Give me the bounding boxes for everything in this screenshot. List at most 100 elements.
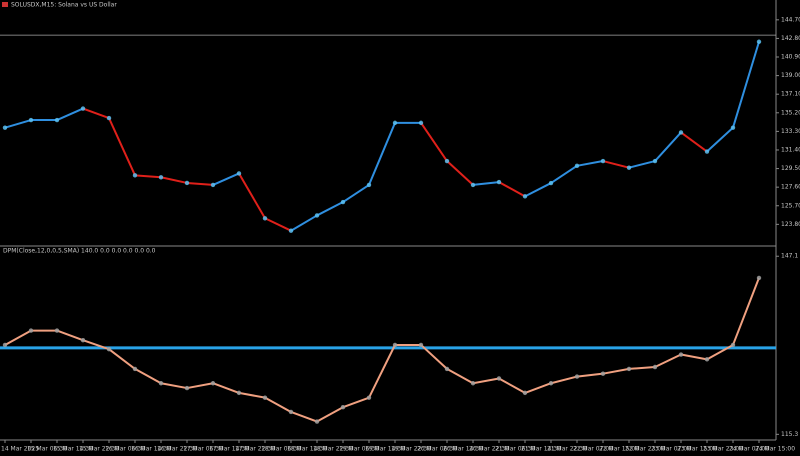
line-segment (290, 411, 318, 423)
y-tick-label: 142.80 (781, 35, 800, 42)
point (54, 328, 60, 333)
x-tick-label: 21 Mar 06:30 (495, 446, 535, 453)
x-tick-label: 18 Mar 14:30 (287, 446, 327, 453)
point (496, 376, 502, 381)
line-segment (108, 117, 136, 176)
x-tick-label: 21 Mar 14:30 (521, 446, 561, 453)
line-segment (264, 396, 292, 413)
line-segment (4, 119, 32, 129)
line-segment (654, 353, 682, 368)
line-segment (186, 382, 214, 390)
line-segment (342, 396, 370, 409)
x-tick-label: 19 Mar 14:30 (365, 446, 405, 453)
x-tick-label: 18 Mar 06:30 (261, 446, 301, 453)
line-segment (212, 172, 240, 186)
line-segment (56, 107, 84, 121)
point (106, 347, 112, 352)
point (288, 409, 294, 415)
line-segment (680, 131, 708, 153)
x-tick-label: 16 Mar 14:30 (131, 446, 171, 453)
point (366, 182, 372, 188)
line-segment (238, 172, 266, 219)
x-tick-label: 23 Mar 15:00 (677, 446, 717, 453)
line-segment (316, 406, 344, 423)
line-segment (368, 344, 396, 399)
x-tick-label: 20 Mar 22:30 (469, 446, 509, 453)
x-tick-label: 20 Mar 06:30 (417, 446, 457, 453)
point (600, 158, 606, 164)
line-segment (550, 164, 578, 184)
y-tick-label: 140.90 (781, 54, 800, 61)
line-segment (550, 375, 578, 385)
line-segment (446, 160, 474, 186)
point (626, 366, 632, 372)
x-tick-label: 17 Mar 22:30 (235, 446, 275, 453)
indicator-title: DPM(Close,12,0,0,5,SMA) 140.0 0.0 0.0 0.… (3, 248, 156, 255)
point (548, 381, 554, 386)
line-segment (420, 344, 448, 370)
point (444, 366, 450, 372)
point (418, 342, 424, 348)
y-tick-label: 139.00 (781, 72, 800, 79)
point (340, 199, 346, 205)
point (132, 366, 138, 372)
point (210, 182, 216, 188)
symbol-flag (2, 2, 8, 7)
line-segment (628, 366, 656, 370)
point (158, 175, 164, 180)
y-tick-label: 144.70 (781, 16, 800, 23)
y-tick-label: 127.60 (781, 184, 800, 191)
point (652, 364, 658, 370)
point (80, 106, 86, 111)
point (340, 405, 346, 410)
point (548, 180, 554, 186)
x-tick-label: 23 Mar 07:00 (651, 446, 691, 453)
point (704, 357, 710, 362)
line-segment (160, 382, 188, 390)
line-segment (524, 182, 552, 198)
point (236, 171, 242, 176)
point (444, 158, 450, 164)
point (418, 120, 424, 126)
point (626, 165, 632, 170)
line-segment (4, 329, 32, 346)
point (470, 182, 476, 188)
line-segment (498, 377, 526, 394)
line-segment (186, 181, 214, 186)
line-segment (56, 329, 84, 342)
point (106, 115, 112, 121)
y-tick-label: 115.3 (781, 431, 798, 438)
point (288, 228, 294, 233)
y-tick-label: 123.80 (781, 221, 800, 228)
point (678, 352, 684, 357)
line-segment (290, 214, 318, 232)
line-segment (264, 217, 292, 232)
line-segment (576, 160, 604, 167)
line-segment (706, 344, 734, 361)
point (730, 342, 736, 348)
point (236, 390, 242, 396)
x-tick-label: 22 Mar 15:00 (599, 446, 639, 453)
line-segment (446, 368, 474, 385)
point (756, 39, 762, 44)
y-tick-label: 129.50 (781, 165, 800, 172)
y-tick-label: 137.10 (781, 91, 800, 98)
line-segment (472, 377, 500, 385)
point (210, 381, 216, 386)
point (184, 385, 190, 391)
x-tick-label: 22 Mar 07:00 (573, 446, 613, 453)
point (28, 328, 34, 333)
point (28, 117, 34, 123)
x-tick-label: 23 Mar 23:00 (703, 446, 743, 453)
x-tick-label: 15 Mar 22:30 (79, 446, 119, 453)
y-tick-label: 147.1 (781, 253, 798, 260)
x-tick-label: 24 Mar 15:00 (755, 446, 795, 453)
point (262, 216, 268, 221)
line-segment (316, 201, 344, 217)
chart-title: SOLUSDX,M15: Solana vs US Dollar (11, 2, 117, 9)
x-tick-label: 16 Mar 22:30 (157, 446, 197, 453)
point (522, 194, 528, 199)
line-segment (82, 107, 110, 120)
